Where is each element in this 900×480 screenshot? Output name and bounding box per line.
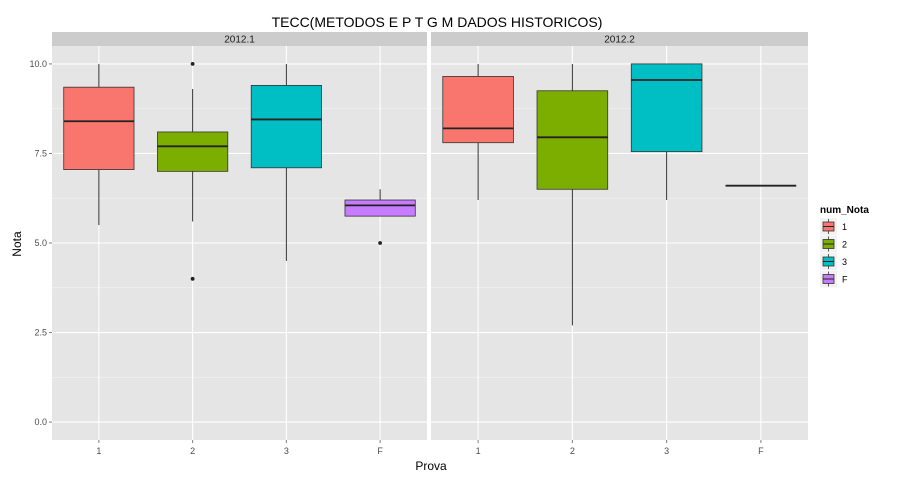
box-iqr — [63, 86, 135, 170]
legend-item-2: 2 — [820, 235, 847, 253]
x-tick-label: 3 — [664, 446, 669, 456]
box-2012.2-2 — [536, 63, 609, 326]
facet-panels: 2012.1 1 2 3 F 2012.2 1 2 3 F 0.0 2.5 5.0 7.5 10.0 — [29, 32, 808, 456]
x-axis-title: Prova — [415, 459, 447, 473]
x-tick-label: 3 — [284, 446, 289, 456]
box-iqr — [536, 90, 609, 190]
x-tick-label: 1 — [96, 446, 101, 456]
outlier-point — [378, 241, 383, 245]
outlier-point — [190, 62, 195, 66]
box-2012.1-F — [344, 189, 416, 245]
y-tick-label: 10.0 — [29, 59, 47, 69]
box-iqr — [442, 76, 514, 144]
box-iqr — [250, 85, 322, 169]
facet-strip — [52, 32, 427, 46]
box-2012.1-1 — [63, 63, 135, 226]
facet-strip-label: 2012.2 — [604, 35, 635, 46]
box-2012.2-3 — [630, 63, 703, 201]
facet-strip — [431, 32, 808, 46]
y-tick-label: 0.0 — [34, 417, 47, 427]
box-iqr — [344, 199, 416, 217]
box-2012.1-2 — [157, 62, 229, 281]
y-axis: 0.0 2.5 5.0 7.5 10.0 — [29, 59, 52, 427]
x-tick-label: 2 — [190, 446, 195, 456]
x-tick-label: F — [377, 446, 383, 456]
box-2012.1-3 — [250, 63, 322, 261]
legend-item-F: F — [820, 270, 848, 288]
x-tick-label: 2 — [570, 446, 575, 456]
box-iqr — [157, 131, 229, 172]
legend-label: F — [842, 275, 848, 285]
facet-panel-2012.1: 2012.1 1 2 3 F — [52, 32, 427, 456]
legend-label: 2 — [842, 240, 847, 250]
legend-label: 1 — [842, 222, 847, 232]
outlier-point — [190, 276, 195, 281]
x-tick-label: 1 — [476, 446, 481, 456]
legend: num_Nota 1 2 3 F — [820, 205, 869, 288]
chart-title: TECC(METODOS E P T G M DADOS HISTORICOS) — [272, 14, 603, 30]
legend-item-1: 1 — [820, 218, 847, 235]
box-2012.2-1 — [442, 63, 514, 201]
facet-panel-2012.2: 2012.2 1 2 3 F — [431, 32, 808, 456]
y-tick-label: 2.5 — [34, 328, 47, 338]
y-axis-title: Nota — [10, 231, 24, 257]
y-tick-label: 5.0 — [34, 238, 47, 248]
x-tick-label: F — [758, 446, 764, 456]
facet-strip-label: 2012.1 — [224, 35, 255, 46]
legend-title: num_Nota — [820, 205, 869, 216]
box-iqr — [630, 63, 703, 153]
legend-label: 3 — [842, 257, 847, 267]
y-tick-label: 7.5 — [34, 148, 47, 158]
legend-item-3: 3 — [820, 253, 847, 270]
